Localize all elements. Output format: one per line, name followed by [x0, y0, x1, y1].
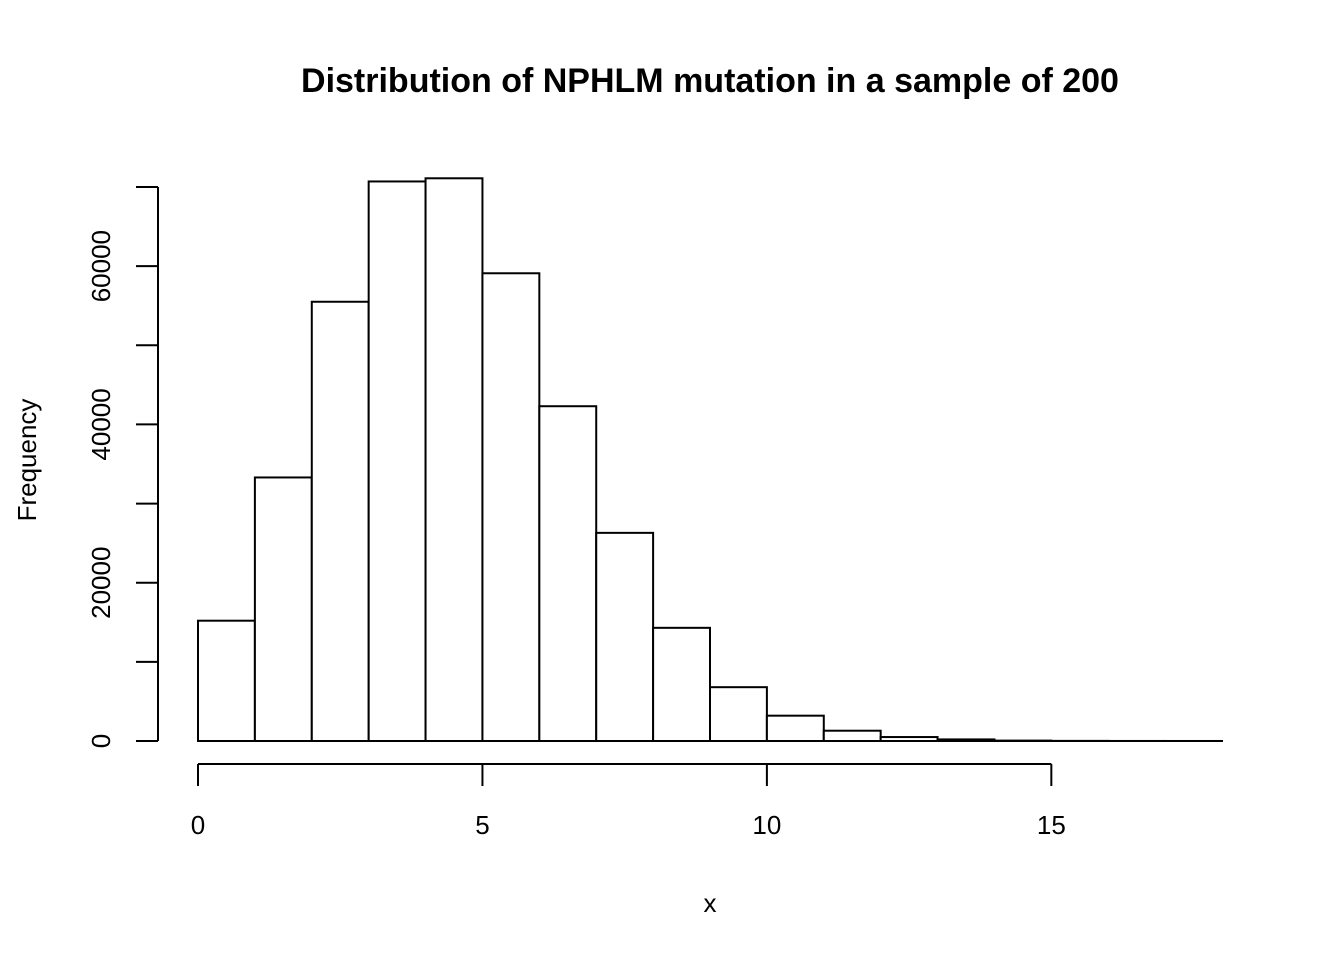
x-axis: 0 5 10 15 [191, 763, 1066, 840]
bars-group [197, 177, 1223, 743]
y-tick-label-6: 60000 [86, 230, 116, 302]
x-axis-label: x [704, 888, 717, 918]
histogram-bar-3 [367, 180, 427, 742]
histogram-bar-6 [538, 405, 598, 742]
histogram-bar-0 [197, 619, 256, 743]
y-axis: 0 20000 40000 60000 [86, 186, 159, 748]
histogram-bar-4 [424, 177, 484, 742]
histogram-bar-8 [652, 626, 711, 743]
y-tick-label-0: 0 [86, 734, 116, 748]
histogram-bar-12 [879, 736, 939, 742]
histogram-bar-9 [709, 686, 768, 743]
histogram-bar-5 [481, 272, 541, 742]
histogram-bar-13 [936, 738, 996, 742]
x-tick-label-0: 0 [191, 810, 205, 840]
histogram-bar-7 [595, 531, 655, 743]
y-axis-label: Frequency [12, 399, 42, 522]
chart-title: Distribution of NPHLM mutation in a samp… [301, 62, 1119, 100]
x-tick-label-2: 10 [752, 810, 781, 840]
histogram-bar-2 [310, 300, 370, 742]
y-tick-label-4: 40000 [86, 388, 116, 460]
histogram-bar-10 [765, 714, 825, 742]
x-tick-label-3: 15 [1037, 810, 1066, 840]
histogram-bar-11 [822, 729, 882, 742]
y-tick-label-2: 20000 [86, 547, 116, 619]
x-tick-label-1: 5 [475, 810, 489, 840]
histogram-bar-1 [253, 476, 313, 742]
